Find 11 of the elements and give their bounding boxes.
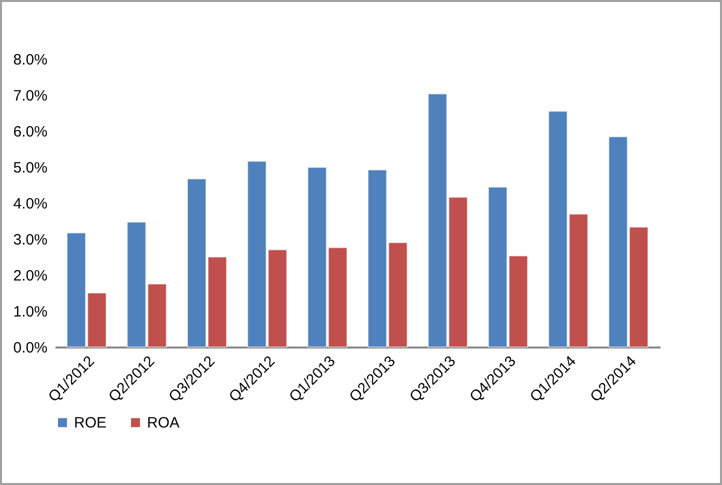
y-tick-label: 8.0% (13, 52, 48, 68)
y-tick-label: 5.0% (13, 160, 48, 176)
y-tick-label: 2.0% (13, 268, 48, 284)
y-tick-label: 0.0% (13, 340, 48, 356)
y-tick-label: 3.0% (13, 232, 48, 248)
legend-label: ROE (74, 414, 107, 432)
y-tick-label: 4.0% (13, 196, 48, 212)
y-tick-label: 1.0% (13, 304, 48, 320)
y-tick-label: 6.0% (13, 124, 48, 140)
y-tick-label: 7.0% (13, 88, 48, 104)
legend-label: ROA (147, 414, 180, 432)
